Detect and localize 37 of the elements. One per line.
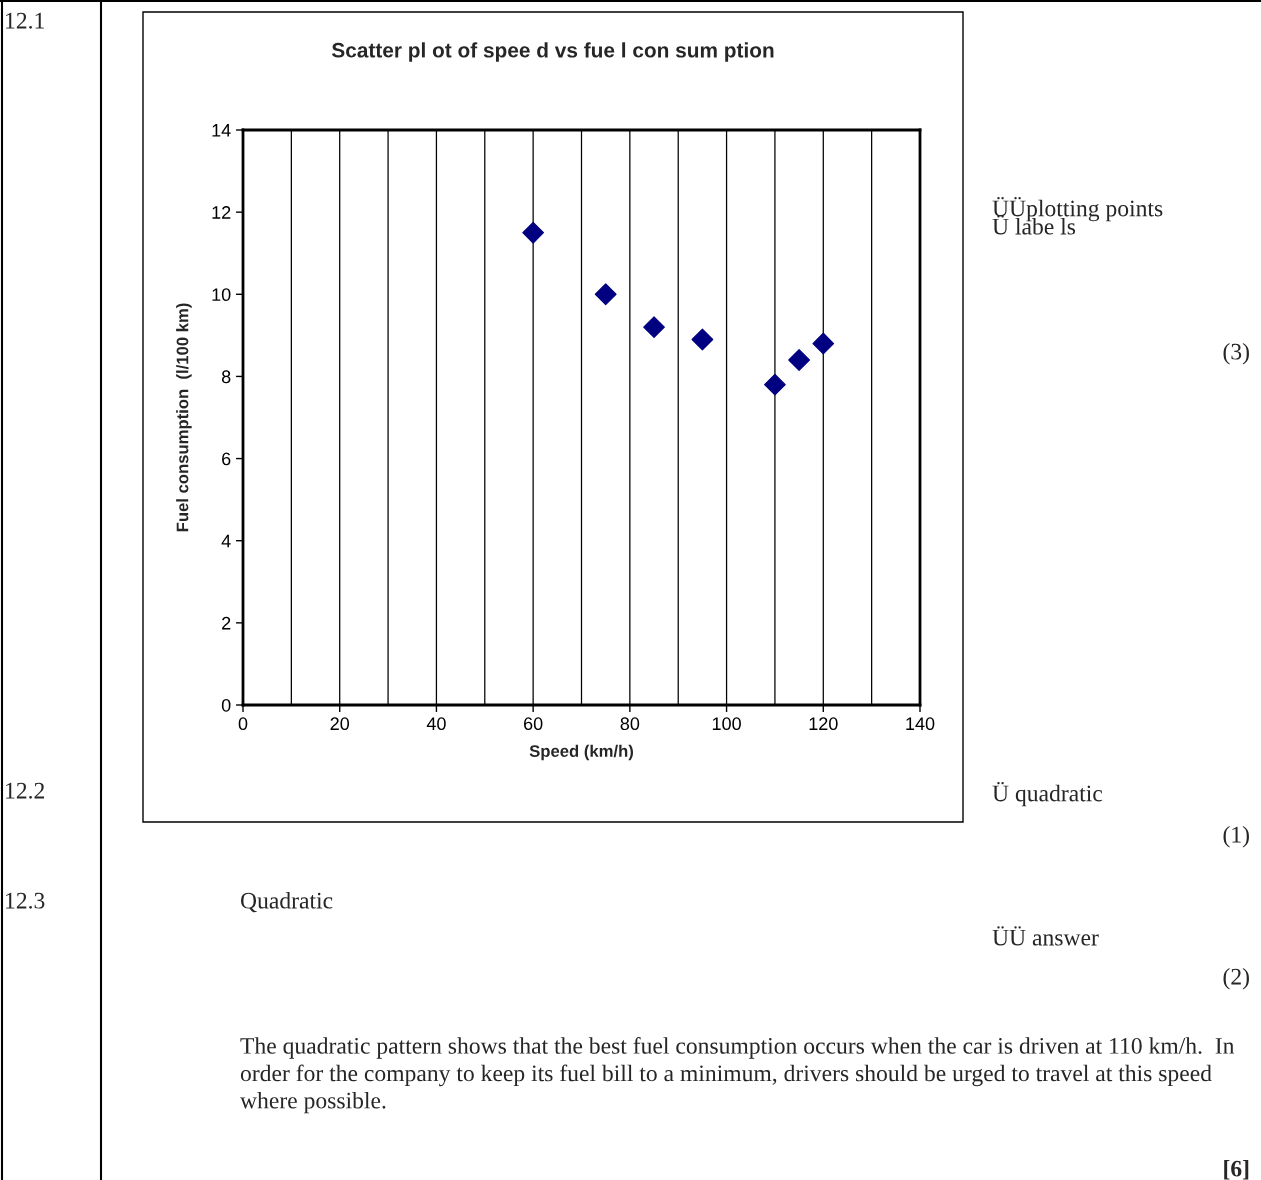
x-tick-label: 140 (906, 717, 935, 731)
y-tick-label: 6 (222, 452, 231, 466)
x-tick-label: 60 (524, 717, 543, 731)
x-tick-label: 80 (620, 717, 640, 731)
y-tick-label: 12 (212, 206, 231, 219)
text: [6] (1224, 1160, 1249, 1180)
text: 12.3 (6, 892, 45, 909)
y-tick-label: 2 (222, 616, 231, 630)
text: The quadratic pattern shows that the best fuel consumption occurs when the car is driven at 110 km/h. In order for the company to keep its fuel bill to a minimum, drivers should be urged to travel at this speed where possible. (240, 1037, 1235, 1114)
point (691, 328, 714, 351)
y-tick-label: 8 (221, 370, 231, 384)
text: 12.1 (6, 12, 44, 29)
point (594, 283, 617, 306)
y-tick-label: 10 (212, 288, 231, 302)
y-tick-label: 14 (212, 124, 231, 137)
x-tick-label: 40 (426, 717, 446, 731)
point (788, 349, 810, 371)
text: Ü quadratic (992, 782, 1103, 807)
x-tick-label: 100 (712, 717, 741, 731)
text: ÜÜ answer (992, 926, 1099, 946)
point (643, 316, 665, 339)
text: 12.2 (6, 782, 45, 799)
text: Quadratic (240, 892, 333, 913)
text: (1) (1223, 826, 1249, 848)
point (522, 221, 545, 244)
x-tick-label: 0 (238, 717, 248, 731)
y-tick-label: 0 (221, 698, 231, 712)
chart-title: Scatter pl ot of spee d vs fue l con sum ption (331, 42, 774, 62)
point (812, 332, 835, 355)
x-tick-label: 120 (809, 717, 838, 731)
x-axis-title: Speed (km/h) (529, 744, 633, 761)
y-axis-title: Fuel consumption (l/100 km) (176, 303, 192, 532)
text: (2) (1223, 968, 1249, 990)
point (764, 373, 786, 396)
x-tick-label: 20 (330, 717, 350, 731)
text: (3) (1223, 343, 1249, 365)
y-tick-label: 4 (221, 534, 231, 548)
